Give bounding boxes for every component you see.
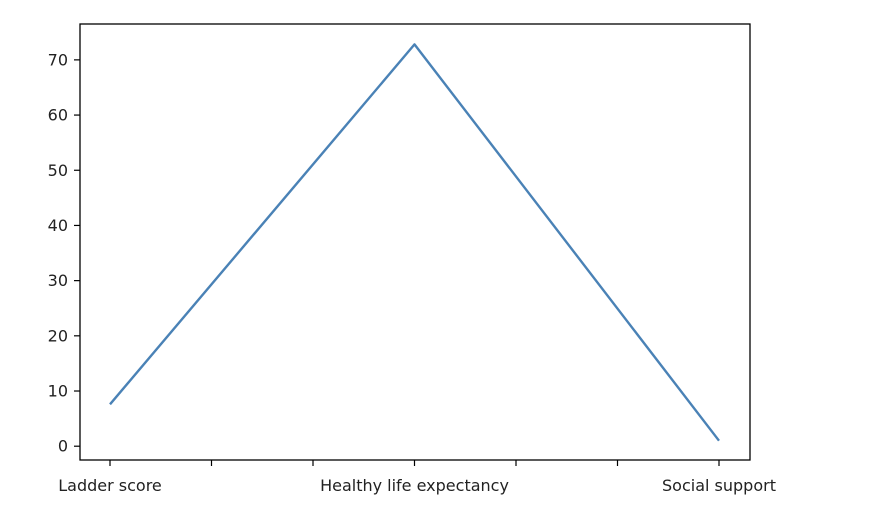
y-tick-label: 20 bbox=[48, 326, 68, 345]
line-layer bbox=[109, 43, 720, 442]
x-tick-label: Social support bbox=[662, 476, 776, 495]
series-line bbox=[109, 43, 720, 442]
y-tick-label: 60 bbox=[48, 106, 68, 125]
y-tick-label: 50 bbox=[48, 161, 68, 180]
y-tick-label: 10 bbox=[48, 382, 68, 401]
plot-frame bbox=[79, 23, 751, 461]
ticks-layer: 0 10 20 30 40 50 60 70 Ladder score Healthy life … bbox=[48, 50, 776, 495]
y-tick-label: 70 bbox=[48, 50, 68, 69]
y-tick-label: 0 bbox=[58, 437, 68, 456]
y-tick-label: 30 bbox=[48, 271, 68, 290]
y-tick-label: 40 bbox=[48, 216, 68, 235]
x-tick-label: Healthy life expectancy bbox=[320, 476, 509, 495]
x-tick-label: Ladder score bbox=[58, 476, 162, 495]
